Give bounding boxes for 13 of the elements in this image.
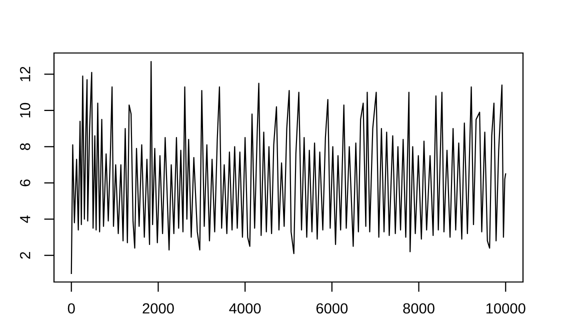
y-tick-label: 10 xyxy=(20,102,30,118)
y-tick-label: 8 xyxy=(20,143,30,150)
line-series xyxy=(70,60,506,274)
y-tick-label: 4 xyxy=(20,216,30,223)
y-tick-label: 2 xyxy=(20,252,30,259)
x-tick-label: 10000 xyxy=(486,303,526,314)
x-tick-label: 8000 xyxy=(403,303,434,314)
x-tick-label: 2000 xyxy=(142,303,174,314)
y-tick-label: 12 xyxy=(20,66,30,82)
x-tick-label: 4000 xyxy=(229,303,261,314)
x-tick-label: 6000 xyxy=(316,303,348,314)
y-tick-label: 6 xyxy=(20,179,30,186)
x-tick-label: 0 xyxy=(68,303,75,314)
